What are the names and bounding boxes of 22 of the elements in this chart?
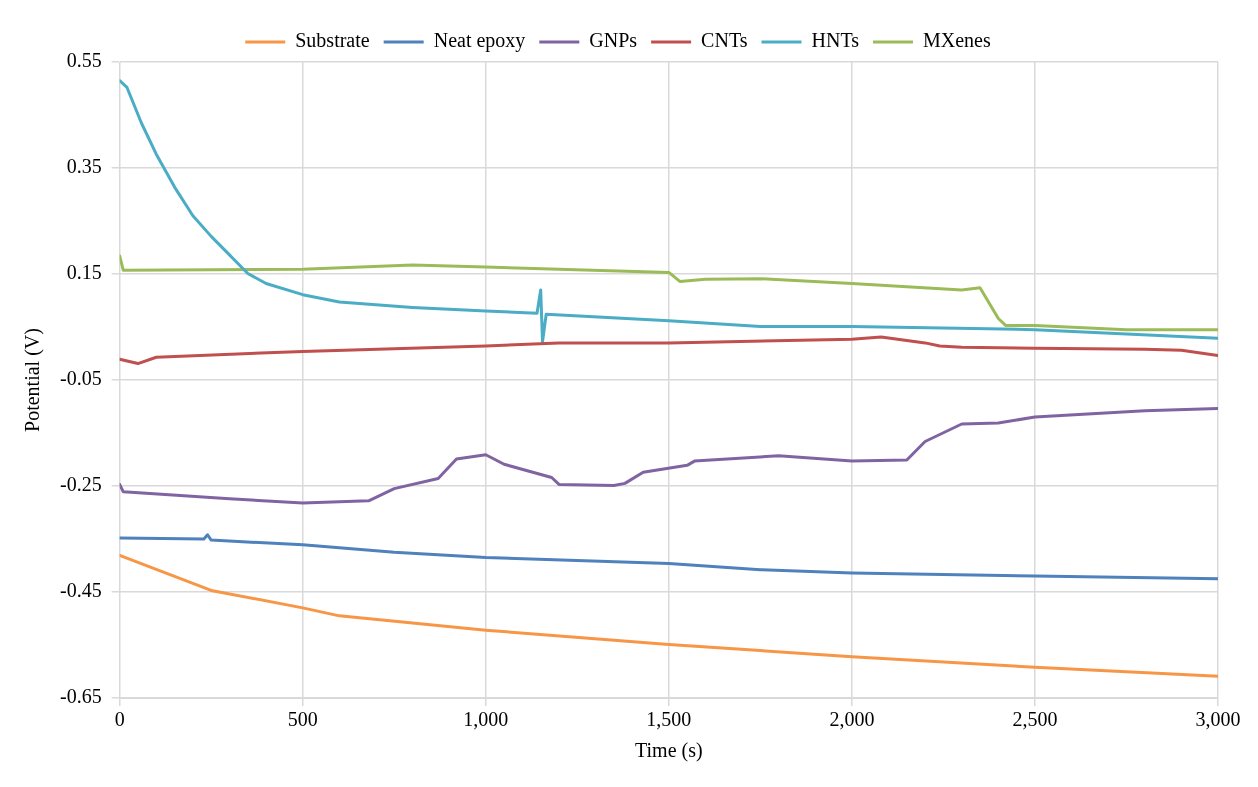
y-tick-label: -0.65: [59, 685, 102, 708]
y-tick-label: -0.25: [59, 473, 102, 496]
x-tick-label: 2,500: [1012, 708, 1058, 731]
legend-label: Substrate: [295, 29, 370, 52]
x-tick-label: 1,500: [646, 708, 692, 731]
x-tick-label: 500: [287, 708, 318, 731]
x-tick-label: 2,000: [829, 708, 875, 731]
legend-label: GNPs: [589, 29, 638, 52]
x-tick-label: 3,000: [1195, 708, 1241, 731]
x-tick-label: 1,000: [463, 708, 509, 731]
y-tick-label: 0.35: [66, 155, 102, 178]
x-axis-title: Time (s): [635, 739, 703, 763]
y-tick-label: -0.45: [59, 579, 102, 602]
legend-label: MXenes: [922, 29, 991, 52]
y-tick-label: 0.15: [66, 261, 102, 284]
legend-label: Neat epoxy: [433, 29, 526, 53]
y-tick-label: 0.55: [66, 49, 102, 72]
x-tick-label: 0: [114, 708, 125, 731]
y-axis-title: Potential (V): [21, 328, 45, 432]
y-tick-label: -0.05: [59, 367, 102, 390]
legend-label: CNTs: [701, 29, 748, 52]
legend-label: HNTs: [811, 29, 860, 52]
